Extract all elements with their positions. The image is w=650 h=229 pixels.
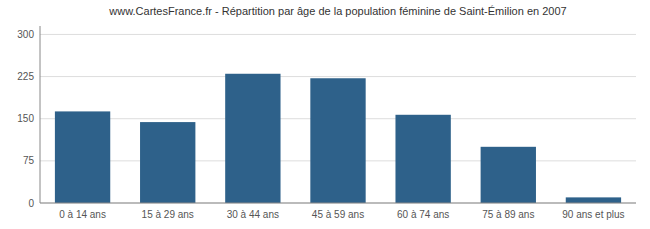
x-tick-label: 15 à 29 ans (142, 209, 194, 220)
bar (481, 147, 536, 203)
bar (140, 122, 195, 203)
chart: www.CartesFrance.fr - Répartition par âg… (0, 0, 650, 229)
y-tick-label: 75 (23, 155, 35, 166)
x-axis-line (40, 203, 636, 204)
y-tick-label: 225 (17, 71, 34, 82)
bar (55, 111, 110, 203)
y-axis-line (40, 26, 41, 203)
y-axis: 0 75 150 225 300 (17, 29, 34, 209)
y-tick-label: 0 (28, 198, 34, 209)
x-tick-label: 90 ans et plus (562, 209, 624, 220)
page: {"chart_data": {"type": "bar", "title": … (0, 0, 650, 229)
chart-container: www.CartesFrance.fr - Répartition par âg… (0, 0, 650, 229)
bar (225, 74, 280, 203)
title: www.CartesFrance.fr - Répartition par âg… (108, 5, 566, 17)
x-tick-label: 30 à 44 ans (227, 209, 279, 220)
bar (310, 78, 365, 203)
grid-line (40, 203, 636, 204)
bar (395, 115, 450, 203)
grid (40, 34, 636, 203)
y-tick-label: 300 (17, 29, 34, 40)
grid-line (40, 76, 636, 77)
x-tick-label: 75 à 89 ans (482, 209, 534, 220)
bars (55, 74, 621, 203)
y-tick-label: 150 (17, 113, 34, 124)
grid-line (40, 34, 636, 35)
x-axis: 0 à 14 ans 15 à 29 ans 30 à 44 ans 45 à 59 … (59, 209, 624, 220)
bar (566, 197, 621, 203)
x-tick-label: 45 à 59 ans (312, 209, 364, 220)
x-tick-label: 0 à 14 ans (59, 209, 106, 220)
x-tick-label: 60 à 74 ans (397, 209, 449, 220)
